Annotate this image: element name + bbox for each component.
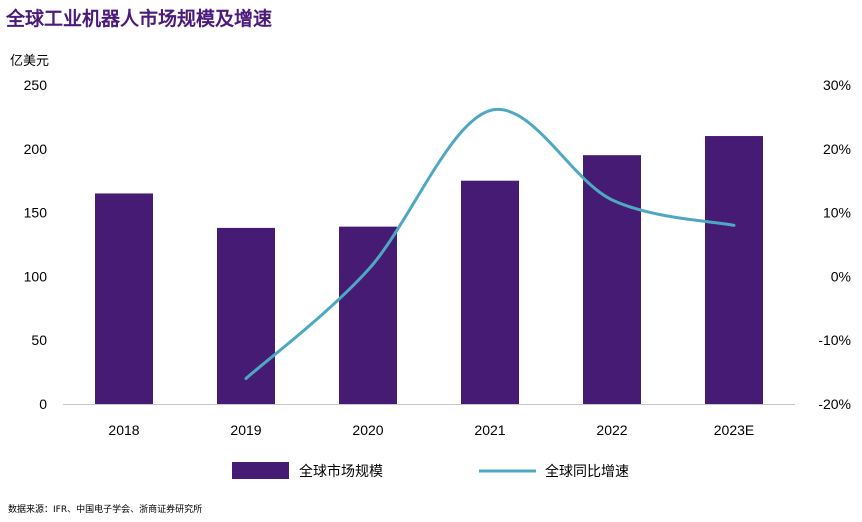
bar-2022 xyxy=(583,155,641,404)
x-tick-label: 2020 xyxy=(352,422,383,438)
y-tick-label: 150 xyxy=(24,205,48,221)
y2-tick-label: 10% xyxy=(823,205,851,221)
y2-tick-label: -20% xyxy=(818,396,851,412)
x-tick-label: 2023E xyxy=(714,422,754,438)
x-tick-label: 2022 xyxy=(596,422,627,438)
chart-title: 全球工业机器人市场规模及增速 xyxy=(6,8,273,30)
legend-bar-label: 全球市场规模 xyxy=(299,463,383,480)
x-tick-label: 2019 xyxy=(230,422,261,438)
y-tick-label: 200 xyxy=(24,141,48,157)
y2-tick-label: 20% xyxy=(823,141,851,157)
y-tick-label: 0 xyxy=(39,396,47,412)
legend-line-label: 全球同比增速 xyxy=(545,463,629,480)
y-tick-label: 50 xyxy=(31,332,47,348)
legend-bar-swatch xyxy=(232,462,289,479)
y2-tick-label: 0% xyxy=(831,268,851,284)
x-tick-label: 2018 xyxy=(108,422,139,438)
bar-2021 xyxy=(461,180,519,404)
chart-canvas: 0 50 100 150 200 250 -20% -10% 0% 10% 20% 30% 2018… xyxy=(24,77,851,480)
x-tick-label: 2021 xyxy=(474,422,505,438)
bar-2019 xyxy=(217,227,275,404)
bar-2018 xyxy=(95,193,153,404)
y-axis-unit: 亿美元 xyxy=(10,54,50,69)
y-tick-label: 250 xyxy=(24,77,48,93)
y2-tick-label: -10% xyxy=(818,332,851,348)
data-source: 数据来源：IFR、中国电子学会、浙商证券研究所 xyxy=(8,505,203,515)
bar-2020 xyxy=(339,226,397,404)
y-tick-label: 100 xyxy=(24,268,48,284)
growth-rate-line xyxy=(244,107,736,380)
bar-2023E xyxy=(705,136,763,405)
y2-tick-label: 30% xyxy=(823,77,851,93)
